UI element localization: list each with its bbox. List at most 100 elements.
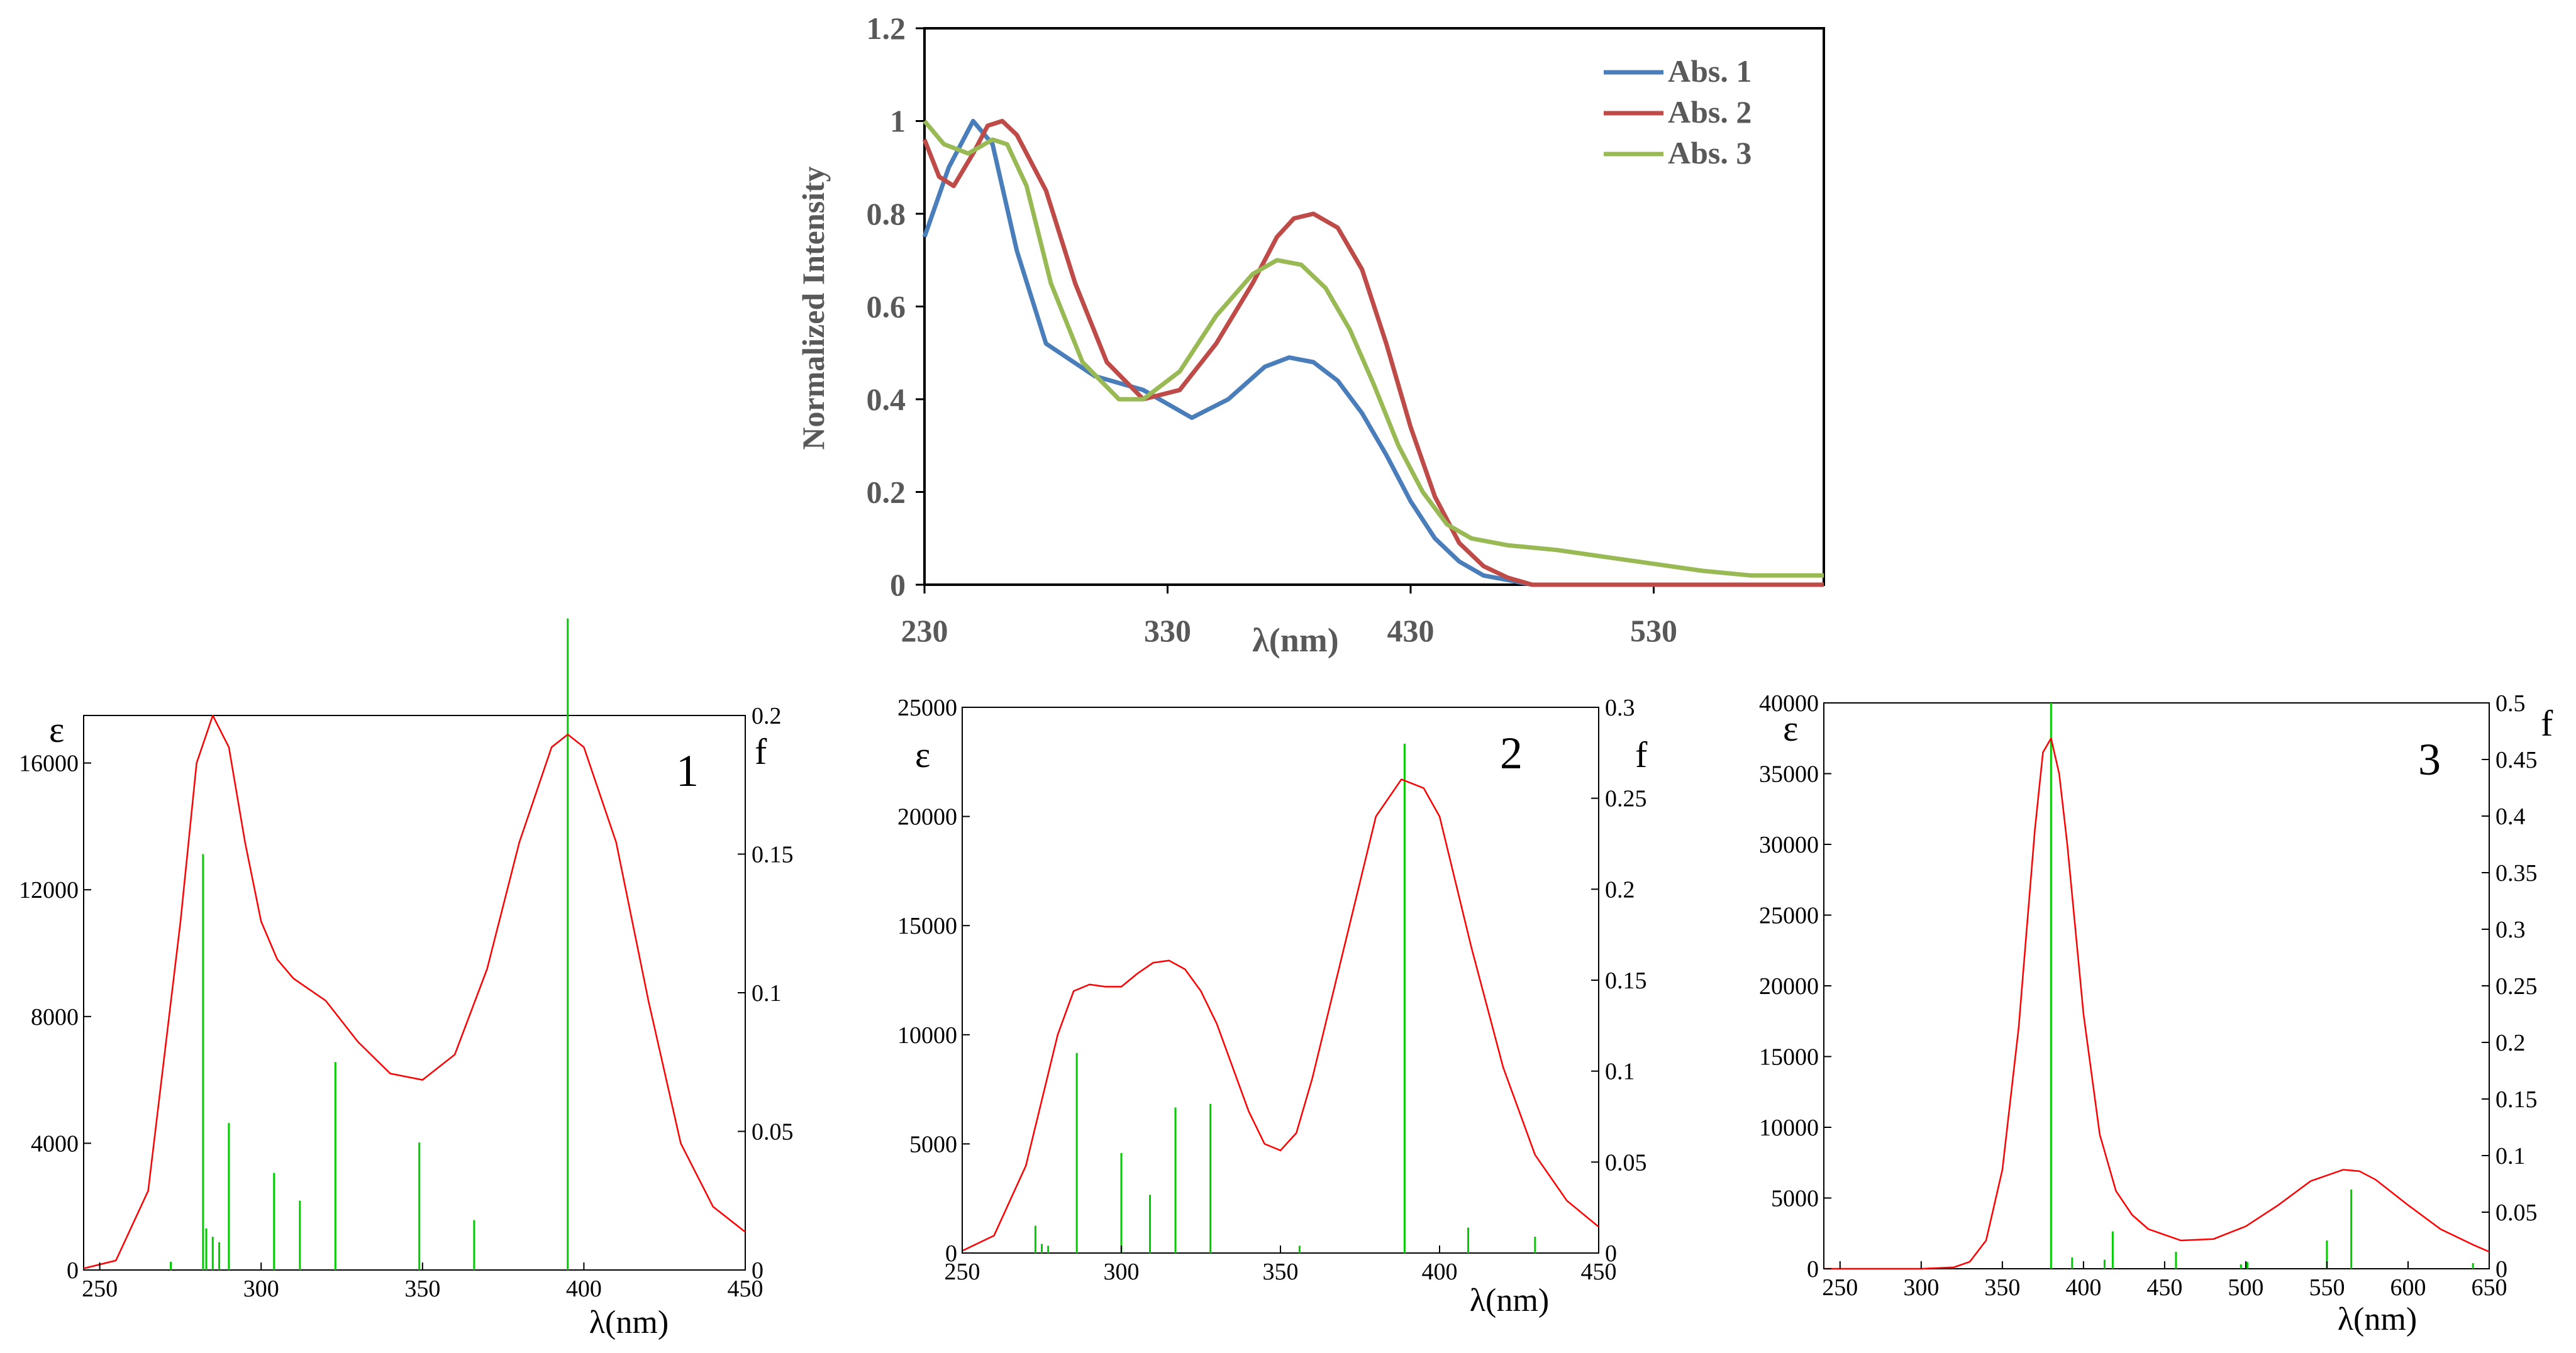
top-series: [922, 119, 1824, 587]
p3-ytick-left-label: 35000: [1759, 761, 1819, 788]
legend-label-abs1: Abs. 1: [1668, 53, 1752, 89]
panel-1-bars: [170, 618, 569, 1270]
top-absorbance-chart: 230 330 430 530 0 0.2 0.4 0.6 0.8 1 1.2 Normalized…: [796, 11, 1825, 659]
top-ticks: 230 330 430 530 0 0.2 0.4 0.6 0.8 1 1.2: [867, 11, 1677, 648]
p3-ytick-right-label: 0.15: [2496, 1086, 2538, 1113]
top-series-line-abs3: [923, 119, 1824, 578]
p2-xtick-label: 450: [1581, 1259, 1617, 1285]
p2-absorption-curve: [962, 778, 1599, 1252]
panel-1-ylabel-left: ε: [49, 709, 64, 750]
top-ylabel: Normalized Intensity: [796, 166, 831, 450]
p2-ytick-right-label: 0.2: [1605, 876, 1635, 903]
p3-ytick-left-label: 5000: [1771, 1186, 1819, 1212]
p2-ytick-left-label: 25000: [897, 695, 957, 721]
p3-xtick-label: 350: [1984, 1274, 2020, 1301]
p3-ytick-right-label: 0.25: [2496, 973, 2538, 1000]
top-xtick-label: 230: [901, 613, 948, 648]
p2-ytick-left-label: 10000: [897, 1022, 957, 1049]
p2-xtick-label: 350: [1263, 1259, 1299, 1285]
p3-ytick-left-label: 20000: [1759, 973, 1819, 1000]
p3-ytick-left-label: 30000: [1759, 832, 1819, 858]
panel-1-ticks: 250 300 350 400 450040008000120001600000.050…: [19, 703, 794, 1302]
p3-ytick-right-label: 0.35: [2496, 860, 2538, 886]
p2-xtick-label: 250: [945, 1259, 980, 1285]
panel-2-curve: [962, 778, 1599, 1252]
p3-ytick-left-label: 10000: [1759, 1115, 1819, 1141]
p2-ytick-left-label: 0: [945, 1240, 957, 1267]
p3-xtick-label: 500: [2228, 1274, 2263, 1301]
p2-ytick-right-label: 0.15: [1605, 968, 1647, 994]
top-ytick-label: 0.2: [867, 475, 906, 510]
panel-1-curve: [83, 714, 746, 1269]
top-ytick-label: 0.4: [867, 382, 906, 417]
p1-ytick-left-label: 16000: [19, 751, 79, 777]
p3-ytick-left-label: 15000: [1759, 1044, 1819, 1071]
p3-ytick-left-label: 25000: [1759, 903, 1819, 929]
p1-xtick-label: 350: [404, 1276, 440, 1302]
panel-2-frame: [962, 707, 1599, 1254]
p1-ytick-right-label: 0.1: [752, 980, 782, 1007]
p2-xtick-label: 300: [1104, 1259, 1140, 1285]
legend-label-abs2: Abs. 2: [1668, 94, 1752, 130]
p2-ytick-left-label: 15000: [897, 913, 957, 939]
p3-ytick-right-label: 0.45: [2496, 747, 2538, 773]
p1-xtick-label: 400: [566, 1276, 602, 1302]
p3-xtick-label: 550: [2309, 1274, 2345, 1301]
top-ytick-label: 0.6: [867, 289, 906, 324]
p1-xtick-label: 250: [82, 1276, 118, 1302]
p1-absorption-curve: [83, 714, 746, 1269]
top-xtick-label: 330: [1144, 613, 1191, 648]
p2-ytick-right-label: 0.3: [1605, 695, 1635, 721]
p3-ytick-left-label: 40000: [1759, 690, 1819, 717]
p2-ytick-right-label: 0.1: [1605, 1059, 1635, 1085]
panel-3-bars: [2050, 703, 2474, 1269]
p3-ytick-right-label: 0.5: [2496, 690, 2526, 717]
p3-xtick-label: 250: [1822, 1274, 1858, 1301]
p1-ytick-right-label: 0.2: [752, 703, 782, 729]
top-xtick-label: 430: [1387, 613, 1434, 648]
panel-2-bars: [1034, 743, 1536, 1253]
top-legend: Abs. 1 Abs. 2 Abs. 3: [1604, 53, 1752, 170]
p1-xtick-label: 450: [728, 1276, 763, 1302]
panel-3-ylabel-right: f: [2541, 703, 2553, 744]
p2-ytick-left-label: 20000: [897, 804, 957, 831]
p3-ytick-right-label: 0.3: [2496, 917, 2526, 943]
p3-ytick-right-label: 0.05: [2496, 1200, 2538, 1226]
panel-3-frame: [1823, 702, 2490, 1269]
p3-ytick-left-label: 0: [1807, 1256, 1819, 1283]
panel-1-label: 1: [676, 746, 699, 796]
p3-ytick-right-label: 0.2: [2496, 1030, 2526, 1056]
top-ytick-label: 0.8: [867, 196, 906, 231]
panel-3-curve: [1824, 737, 2490, 1270]
panel-3-ylabel-left: ε: [1783, 708, 1798, 749]
p3-xtick-label: 650: [2472, 1274, 2507, 1301]
panel-1-chart: 250 300 350 400 450040008000120001600000.050…: [19, 618, 794, 1340]
panel-2-chart: 250 300 350 400 450 0 5000 10000 15000 20000 25000…: [897, 695, 1648, 1318]
top-ytick-label: 1: [890, 104, 906, 139]
p3-xtick-label: 300: [1903, 1274, 1939, 1301]
p2-xtick-label: 400: [1422, 1259, 1458, 1285]
p1-ytick-right-label: 0.15: [752, 842, 794, 868]
p3-xtick-label: 450: [2146, 1274, 2182, 1301]
panel-2-ylabel-right: f: [1635, 734, 1648, 775]
legend-label-abs3: Abs. 3: [1668, 135, 1752, 170]
panel-1-ylabel-right: f: [755, 731, 767, 772]
panel-2-xlabel: λ(nm): [1470, 1283, 1549, 1318]
p1-ytick-left-label: 0: [67, 1257, 79, 1284]
panel-2-label: 2: [1500, 728, 1523, 778]
p3-ytick-right-label: 0.4: [2496, 804, 2526, 830]
p1-ytick-left-label: 12000: [19, 877, 79, 903]
top-xtick-label: 530: [1630, 613, 1677, 648]
top-xlabel: λ(nm): [1252, 621, 1339, 659]
p1-ytick-left-label: 4000: [31, 1130, 79, 1157]
p3-ytick-right-label: 0.1: [2496, 1143, 2526, 1169]
p2-ytick-right-label: 0.25: [1605, 786, 1647, 812]
p1-ytick-right-label: 0: [752, 1257, 763, 1284]
panel-1-xlabel: λ(nm): [589, 1305, 669, 1340]
p2-ytick-left-label: 5000: [909, 1131, 957, 1157]
p3-ytick-right-label: 0: [2496, 1256, 2507, 1283]
p1-ytick-right-label: 0.05: [752, 1119, 794, 1146]
p2-ytick-right-label: 0.05: [1605, 1149, 1647, 1176]
p3-xtick-label: 600: [2390, 1274, 2426, 1301]
